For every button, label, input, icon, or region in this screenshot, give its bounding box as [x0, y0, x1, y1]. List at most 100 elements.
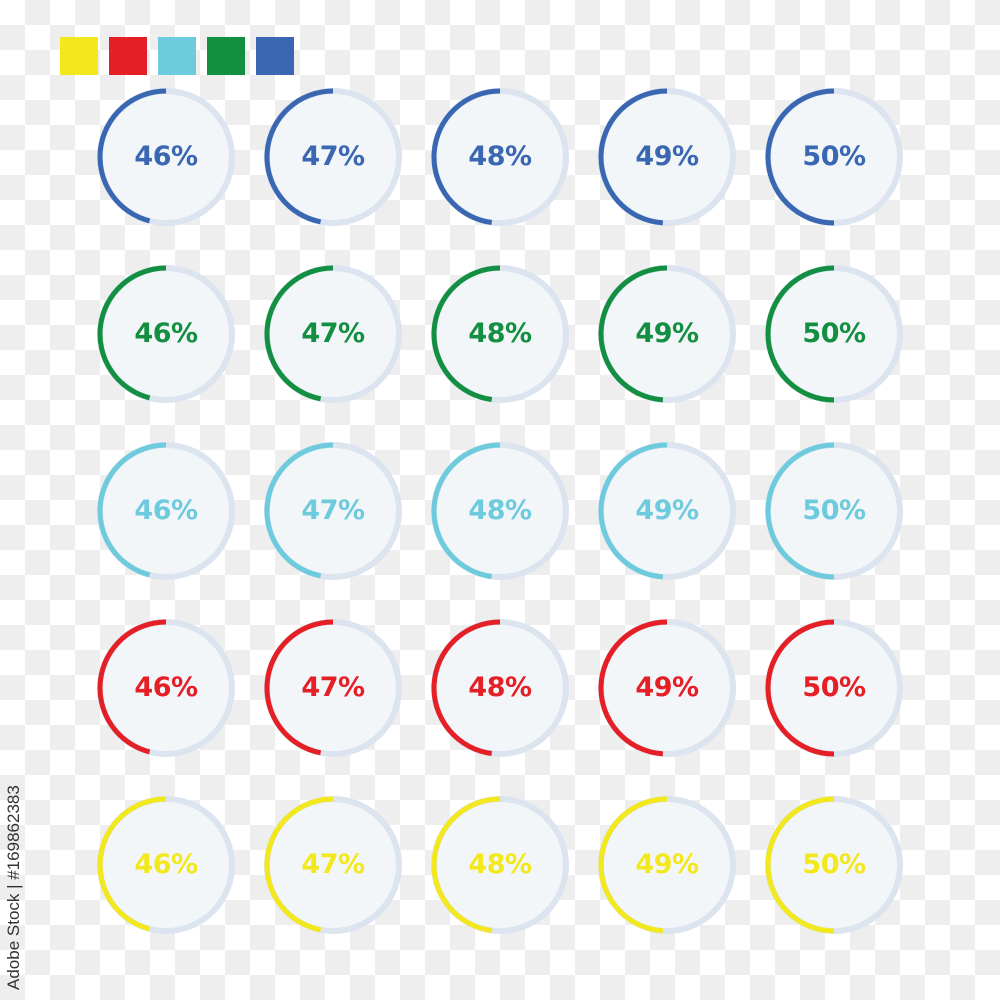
progress-gauge-green-50: 50%: [761, 261, 907, 407]
gauge-percent-label: 49%: [635, 849, 699, 880]
gauge-percent-label: 50%: [802, 318, 866, 349]
gauge-progress-arc: [264, 796, 334, 933]
gauge-progress-arc: [97, 796, 167, 932]
gauge-percent-label: 47%: [301, 141, 365, 172]
gauge-percent-label: 49%: [635, 495, 699, 526]
gauge-ring: [765, 619, 903, 757]
gauge-face: [601, 445, 733, 577]
progress-gauge-blue-50: 50%: [761, 84, 907, 230]
gauge-face: [434, 445, 566, 577]
gauge-ring: [431, 619, 569, 757]
gauge-face: [601, 91, 733, 223]
gauge-ring: [97, 619, 235, 757]
gauge-face: [434, 622, 566, 754]
swatch-blue: [256, 37, 294, 75]
swatch-green: [207, 37, 245, 75]
progress-gauge-light-blue-49: 49%: [594, 438, 740, 584]
gauge-face: [100, 91, 232, 223]
swatch-light-blue: [158, 37, 196, 75]
gauge-ring: [598, 88, 736, 226]
progress-gauge-red-47: 47%: [260, 615, 406, 761]
gauge-progress-arc: [264, 265, 334, 402]
gauge-percent-label: 46%: [134, 495, 198, 526]
gauge-ring: [598, 796, 736, 934]
gauge-ring: [431, 442, 569, 580]
gauge-ring: [431, 265, 569, 403]
progress-gauge-red-48: 48%: [427, 615, 573, 761]
gauge-percent-label: 50%: [802, 672, 866, 703]
gauge-percent-label: 47%: [301, 495, 365, 526]
gauge-face: [768, 445, 900, 577]
gauge-ring: [765, 265, 903, 403]
gauge-progress-arc: [598, 796, 668, 934]
gauge-percent-label: 49%: [635, 141, 699, 172]
progress-gauge-grid: 46% 47% 48% 49% 50% 46% 47% 48% 49% 50% 46% 47% 48% 4…: [93, 84, 909, 944]
gauge-ring: [97, 796, 235, 934]
gauge-ring: [97, 265, 235, 403]
progress-gauge-light-blue-47: 47%: [260, 438, 406, 584]
gauge-percent-label: 48%: [468, 495, 532, 526]
gauge-percent-label: 48%: [468, 849, 532, 880]
gauge-face: [434, 799, 566, 931]
progress-gauge-green-49: 49%: [594, 261, 740, 407]
gauge-progress-arc: [765, 796, 835, 934]
swatch-yellow: [60, 37, 98, 75]
gauge-face: [601, 799, 733, 931]
gauge-ring: [431, 88, 569, 226]
progress-gauge-yellow-47: 47%: [260, 792, 406, 938]
gauge-progress-arc: [598, 442, 668, 580]
gauge-percent-label: 46%: [134, 672, 198, 703]
gauge-ring: [765, 88, 903, 226]
progress-gauge-yellow-50: 50%: [761, 792, 907, 938]
gauge-ring: [765, 442, 903, 580]
gauge-face: [267, 268, 399, 400]
gauge-progress-arc: [765, 88, 835, 226]
gauge-percent-label: 47%: [301, 849, 365, 880]
gauge-progress-arc: [264, 619, 334, 756]
gauge-progress-arc: [431, 88, 501, 225]
progress-gauge-blue-48: 48%: [427, 84, 573, 230]
gauge-ring: [97, 442, 235, 580]
gauge-face: [768, 91, 900, 223]
progress-gauge-blue-46: 46%: [93, 84, 239, 230]
gauge-face: [768, 799, 900, 931]
gauge-ring: [97, 88, 235, 226]
gauge-percent-label: 50%: [802, 141, 866, 172]
gauge-progress-arc: [765, 265, 835, 403]
gauge-progress-arc: [431, 796, 501, 933]
gauge-percent-label: 46%: [134, 141, 198, 172]
gauge-percent-label: 49%: [635, 672, 699, 703]
gauge-progress-arc: [264, 442, 334, 579]
progress-gauge-yellow-49: 49%: [594, 792, 740, 938]
gauge-face: [267, 799, 399, 931]
gauge-face: [768, 268, 900, 400]
gauge-percent-label: 50%: [802, 495, 866, 526]
progress-gauge-light-blue-48: 48%: [427, 438, 573, 584]
progress-gauge-blue-47: 47%: [260, 84, 406, 230]
progress-gauge-blue-49: 49%: [594, 84, 740, 230]
progress-gauge-yellow-46: 46%: [93, 792, 239, 938]
gauge-ring: [264, 796, 402, 934]
gauge-ring: [264, 442, 402, 580]
gauge-progress-arc: [431, 442, 501, 579]
progress-gauge-green-47: 47%: [260, 261, 406, 407]
gauge-ring: [431, 796, 569, 934]
gauge-progress-arc: [97, 265, 167, 401]
gauge-progress-arc: [765, 442, 835, 580]
gauge-percent-label: 48%: [468, 318, 532, 349]
gauge-face: [434, 268, 566, 400]
progress-gauge-light-blue-50: 50%: [761, 438, 907, 584]
gauge-progress-arc: [598, 265, 668, 403]
gauge-face: [100, 445, 232, 577]
gauge-progress-arc: [97, 619, 167, 755]
gauge-percent-label: 50%: [802, 849, 866, 880]
gauge-face: [267, 622, 399, 754]
gauge-face: [768, 622, 900, 754]
gauge-percent-label: 49%: [635, 318, 699, 349]
gauge-face: [601, 622, 733, 754]
gauge-face: [267, 445, 399, 577]
gauge-progress-arc: [431, 619, 501, 756]
gauge-progress-arc: [765, 619, 835, 757]
stock-id-text: Adobe Stock | #169862383: [4, 785, 23, 990]
gauge-progress-arc: [431, 265, 501, 402]
